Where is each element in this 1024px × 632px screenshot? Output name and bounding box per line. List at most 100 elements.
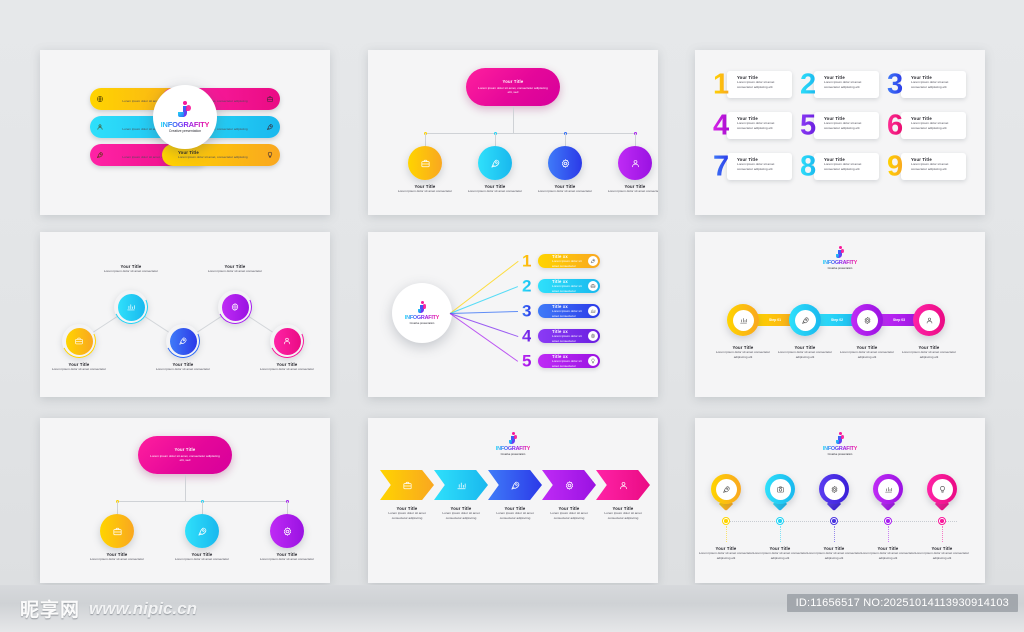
chain-ring[interactable] [913, 304, 945, 336]
chevron-step[interactable] [488, 470, 542, 500]
item-title: Your Title [191, 552, 213, 557]
pin-caption: Your Title Lorem ipsum dolor sit amet con… [860, 546, 916, 560]
map-pin[interactable] [819, 474, 849, 512]
chevron-step[interactable] [596, 470, 650, 500]
node-caption: Your Title Lorem ipsum dolor sit amet con… [255, 362, 319, 372]
chain-ring[interactable] [727, 304, 759, 336]
numbered-card[interactable]: 6 Your Title Lorem ipsum dolor sit amet co… [887, 109, 966, 143]
map-pin[interactable] [711, 474, 741, 512]
item-title: Your Title [856, 345, 878, 350]
node-ring[interactable] [161, 319, 205, 363]
brand-logo: INFOGRAFITY Creative presentation [823, 246, 857, 270]
timeline-drop [834, 526, 835, 542]
node-circle[interactable] [270, 514, 304, 548]
node-ring[interactable] [109, 285, 153, 329]
brand-mark-icon [417, 301, 427, 314]
header-card[interactable]: Your Title Lorem ipsum dolor sit amet, co… [466, 68, 560, 106]
item-title: Your Title [794, 345, 816, 350]
node-ring[interactable] [57, 319, 101, 363]
panel-header-logo: INFOGRAFITY Creative presentation [695, 246, 985, 270]
map-pin[interactable] [765, 474, 795, 512]
chevron-step[interactable] [380, 470, 434, 500]
node-ring[interactable] [265, 319, 309, 363]
item-title: Your Title [68, 362, 90, 367]
item-body: Lorem ipsum dolor sit amet consectetur [259, 367, 315, 372]
ring-caption: Your Title Lorem ipsum dolor sit amet con… [836, 345, 898, 359]
numbered-card[interactable]: 5 Your Title Lorem ipsum dolor sit amet co… [800, 109, 879, 143]
chart-icon [126, 302, 136, 312]
numbered-card[interactable]: 9 Your Title Lorem ipsum dolor sit amet co… [887, 150, 966, 184]
panel-numbered-cards-nine[interactable]: 1 Your Title Lorem ipsum dolor sit amet co… [695, 50, 985, 215]
numbered-card[interactable]: 7 Your Title Lorem ipsum dolor sit amet co… [713, 150, 792, 184]
numbered-card[interactable]: 1 Your Title Lorem ipsum dolor sit amet co… [713, 68, 792, 102]
chain-ring[interactable] [789, 304, 821, 336]
spoke-connector [449, 313, 519, 337]
item-body: Lorem ipsum dolor sit amet consectetur [537, 189, 593, 194]
watermark-logo-cn: 昵享网 [20, 599, 81, 621]
panel-hub-and-spokes-five[interactable]: INFOGRAFITY Creative presentation 1 Title… [368, 232, 658, 397]
item-body: Lorem ipsum dolor sit amet consectetur a… [737, 162, 775, 171]
connector [184, 474, 186, 501]
map-pin[interactable] [927, 474, 957, 512]
chevron-step[interactable] [434, 470, 488, 500]
node-circle[interactable] [100, 514, 134, 548]
node-circle[interactable] [618, 146, 652, 180]
item-body: Lorem ipsum dolor sit amet consectetur a… [824, 162, 862, 171]
panel-org-chart-three[interactable]: Your Title Lorem ipsum dolor sit amet, co… [40, 418, 330, 583]
node-circle[interactable] [548, 146, 582, 180]
item-body: Lorem ipsum dolor sit amet consectetur a… [777, 350, 833, 359]
spoke-connector [449, 311, 519, 314]
numbered-bar[interactable]: 3 Title xx Lorem ipsum dolor sit amet cons… [522, 303, 600, 320]
panel-chevron-process-five[interactable]: INFOGRAFITY Creative presentation Your T… [368, 418, 658, 583]
numbered-card[interactable]: 2 Your Title Lorem ipsum dolor sit amet co… [800, 68, 879, 102]
header-card[interactable]: Your Title Lorem ipsum dolor sit amet, co… [138, 436, 232, 474]
node-circle[interactable] [408, 146, 442, 180]
numbered-bar[interactable]: 1 Title xx Lorem ipsum dolor sit amet cons… [522, 253, 600, 270]
node-circle[interactable] [185, 514, 219, 548]
panel-org-chart-four[interactable]: Your Title Lorem ipsum dolor sit amet, co… [368, 50, 658, 215]
chevron-step[interactable] [542, 470, 596, 500]
panel-map-pin-timeline-five[interactable]: INFOGRAFITY Creative presentation Your T… [695, 418, 985, 583]
brand-logo: INFOGRAFITY Creative presentation [161, 100, 210, 133]
node-ring[interactable] [213, 285, 257, 329]
briefcase-icon [590, 283, 596, 289]
item-title: Title xx [552, 353, 568, 359]
panel-ring-chain-four-steps[interactable]: INFOGRAFITY Creative presentation Step 0… [695, 232, 985, 397]
id-badge: ID:11656517 NO:20251014113930914103 [786, 594, 1018, 612]
connector [116, 501, 118, 514]
briefcase-icon [74, 336, 84, 346]
header-body: Lorem ipsum dolor sit amet, consectetur … [150, 453, 220, 463]
brand-wordmark: INFOGRAFITY [495, 446, 531, 452]
brand-mark-icon [835, 246, 845, 258]
numbered-card[interactable]: 3 Your Title Lorem ipsum dolor sit amet co… [887, 68, 966, 102]
map-pin[interactable] [873, 474, 903, 512]
item-title: Your Title [823, 546, 845, 551]
step-label: Step 03 [892, 318, 906, 322]
item-title: Title xx [552, 303, 568, 309]
numbered-bar[interactable]: 4 Title xx Lorem ipsum dolor sit amet cons… [522, 328, 600, 345]
chart-icon [456, 480, 467, 491]
item-body: Lorem ipsum dolor sit amet consectetur a… [806, 551, 862, 560]
numbered-card[interactable]: 8 Your Title Lorem ipsum dolor sit amet co… [800, 150, 879, 184]
node-caption: Your Title Lorem ipsum dolor sit amet con… [203, 264, 267, 274]
briefcase-icon [420, 158, 431, 169]
hub-logo-badge: INFOGRAFITY Creative presentation [392, 283, 452, 343]
node-circle[interactable] [478, 146, 512, 180]
pin-caption: Your Title Lorem ipsum dolor sit amet con… [806, 546, 862, 560]
header-title: Your Title [502, 79, 524, 85]
numbered-bar[interactable]: 5 Title xx Lorem ipsum dolor sit amet cons… [522, 353, 600, 370]
item-body: Lorem ipsum dolor sit amet consectetur [607, 189, 658, 194]
numbered-bar[interactable]: 2 Title xx Lorem ipsum dolor sit amet cons… [522, 278, 600, 295]
item-body: Lorem ipsum dolor sit amet consectetur a… [911, 162, 949, 171]
panel-header-logo: INFOGRAFITY Creative presentation [368, 432, 658, 456]
panel-zigzag-rings-five[interactable]: Your Title Lorem ipsum dolor sit amet con… [40, 232, 330, 397]
chain-ring[interactable] [851, 304, 883, 336]
item-title: Your Title [918, 345, 940, 350]
chart-icon [884, 485, 893, 494]
numbered-card-grid: 1 Your Title Lorem ipsum dolor sit amet co… [713, 68, 967, 184]
item-title: Title xx [552, 328, 568, 334]
numbered-card[interactable]: 4 Your Title Lorem ipsum dolor sit amet co… [713, 109, 792, 143]
